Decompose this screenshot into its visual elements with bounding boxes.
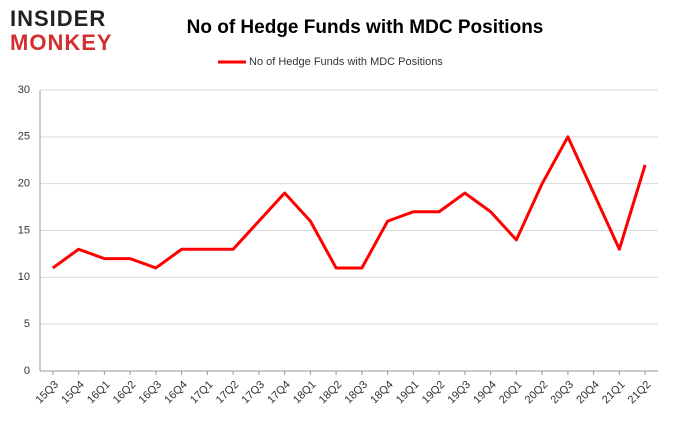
x-tick-label: 19Q2: [420, 379, 448, 407]
y-tick-label: 15: [18, 224, 30, 236]
x-tick-label: 18Q3: [343, 379, 371, 407]
x-tick-label: 16Q3: [137, 379, 165, 407]
x-tick-label: 21Q2: [626, 379, 654, 407]
brand-line1: INSIDER: [10, 6, 106, 31]
x-tick-label: 17Q4: [265, 379, 293, 407]
y-tick-label: 0: [24, 365, 30, 377]
x-tick-label: 20Q1: [497, 379, 525, 407]
x-tick-label: 16Q1: [85, 379, 113, 407]
legend-label: No of Hedge Funds with MDC Positions: [249, 56, 443, 68]
y-tick-label: 30: [18, 84, 30, 96]
x-tick-label: 18Q2: [317, 379, 345, 407]
data-line: [51, 135, 647, 270]
x-tick-label: 20Q3: [549, 379, 577, 407]
x-tick-label: 19Q4: [471, 379, 499, 407]
x-tick-label: 20Q2: [523, 379, 551, 407]
x-tick-label: 19Q3: [446, 379, 474, 407]
x-tick-label: 20Q4: [574, 379, 602, 407]
y-tick-label: 20: [18, 178, 30, 190]
y-tick-label: 25: [18, 131, 30, 143]
x-tick-label: 15Q4: [59, 379, 87, 407]
x-tick-label: 16Q4: [162, 379, 190, 407]
brand-line2: MONKEY: [10, 30, 113, 55]
x-tick-label: 16Q2: [111, 379, 139, 407]
x-tick-label: 19Q1: [394, 379, 422, 407]
x-tick-label: 18Q4: [368, 379, 396, 407]
y-tick-label: 10: [18, 271, 30, 283]
x-tick-label: 17Q1: [188, 379, 216, 407]
y-tick-label: 5: [24, 318, 30, 330]
x-tick-label: 17Q2: [214, 379, 242, 407]
x-tick-label: 18Q1: [291, 379, 319, 407]
x-tick-label: 15Q3: [34, 379, 62, 407]
chart-title: No of Hedge Funds with MDC Positions: [187, 17, 544, 38]
x-tick-label: 21Q1: [600, 379, 628, 407]
x-tick-label: 17Q3: [240, 379, 268, 407]
